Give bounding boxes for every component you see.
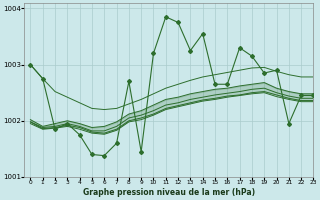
X-axis label: Graphe pression niveau de la mer (hPa): Graphe pression niveau de la mer (hPa) bbox=[83, 188, 255, 197]
